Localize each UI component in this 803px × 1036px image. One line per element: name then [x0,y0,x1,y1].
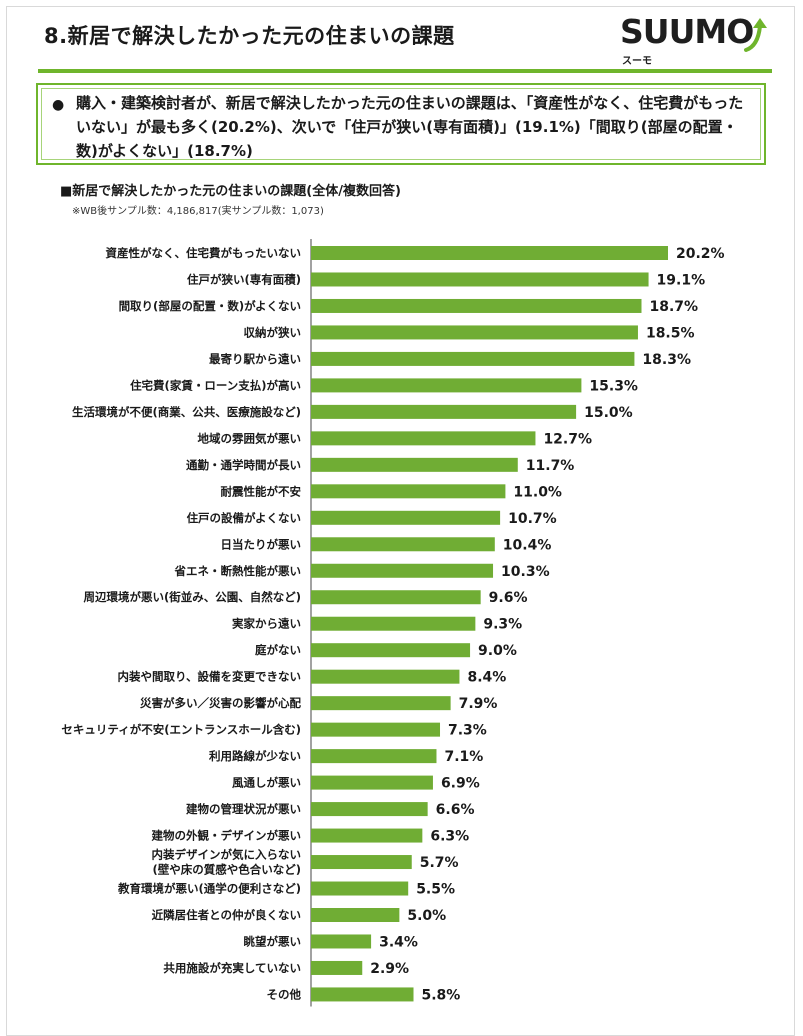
bar [311,484,506,499]
category-label: 利用路線が少ない [208,749,301,763]
chart-title: ■新居で解決したかった元の住まいの課題(全体/複数回答) [60,184,401,199]
bar-value-label: 11.7% [526,458,575,474]
bar [311,590,481,605]
bar [311,563,494,578]
bar-value-label: 12.7% [543,431,592,447]
bar-value-label: 18.3% [642,352,691,368]
bar [311,643,471,658]
bar-value-label: 7.3% [448,723,487,739]
bar-value-label: 10.7% [508,511,557,527]
category-label: (壁や床の質感や色合いなど) [152,863,301,877]
bar [311,537,495,552]
bar [311,272,649,287]
bar-value-label: 19.1% [657,272,706,288]
category-label: 住戸の設備がよくない [187,511,301,525]
chart-sample-note: ※WB後サンプル数：4,186,817(実サンプル数：1,073) [72,206,324,217]
category-label: 共用施設が充実していない [163,961,301,975]
bar [311,722,441,737]
category-label: 耐震性能が不安 [221,484,302,498]
bar-value-label: 15.3% [589,378,638,394]
bar-value-label: 18.7% [649,299,698,315]
summary-text: 購入・建築検討者が、新居で解決したかった元の住まいの課題は、「資産性がなく、住宅… [76,94,744,160]
summary-bullet: ● [52,97,65,113]
bar-value-label: 9.3% [483,617,522,633]
logo-arrow-icon [744,18,767,52]
title-underline [38,69,772,73]
bar-value-label: 5.8% [422,987,461,1003]
category-label: セキュリティが不安(エントランスホール含む) [61,723,301,737]
category-label: 庭がない [255,643,301,657]
category-label: 日当たりが悪い [221,537,302,551]
category-label: その他 [267,987,302,1001]
bar [311,298,642,313]
category-label: 教育環境が悪い(通学の便利さなど) [117,882,301,896]
category-label: 通勤・通学時間が長い [186,458,301,472]
bar-value-label: 5.0% [407,908,446,924]
bar [311,431,536,446]
bar-value-label: 11.0% [513,484,562,500]
suumo-logo: SUUMO スーモ [614,10,774,70]
category-label: 生活環境が不便(商業、公共、医療施設など) [72,405,301,419]
category-label: 内装デザインが気に入らない [152,848,302,862]
bar [311,987,414,1002]
bar-value-label: 9.6% [489,590,528,606]
category-label: 省エネ・断熱性能が悪い [174,564,302,578]
category-label: 近隣居住者との仲が良くない [152,908,301,922]
bar-value-label: 15.0% [584,405,633,421]
category-label: 間取り(部屋の配置・数)がよくない [119,299,301,313]
category-label: 内装や間取り、設備を変更できない [117,670,301,684]
category-label: 最寄り駅から遠い [209,352,301,366]
bar [311,669,460,684]
bar [311,749,437,764]
category-label: 収納が狭い [244,325,302,339]
bar [311,404,577,419]
category-label: 住宅費(家賃・ローン支払)が高い [130,378,301,392]
bar-value-label: 8.4% [467,670,506,686]
bar-value-label: 2.9% [370,961,409,977]
bar [311,908,400,922]
bar-value-label: 10.3% [501,564,550,580]
category-label: 周辺環境が悪い(街並み、公園、自然など) [83,590,301,604]
category-label: 実家から遠い [232,617,301,631]
bar-value-label: 7.9% [459,696,498,712]
category-label: 住戸が狭い(専有面積) [187,272,301,286]
bar [311,510,501,525]
bar [311,775,433,790]
category-label: 眺望が悪い [244,934,302,948]
bar-value-label: 18.5% [646,325,695,341]
category-label: 災害が多い／災害の影響が心配 [139,696,301,710]
category-label: 資産性がなく、住宅費がもったいない [106,246,302,260]
logo-text: SUUMO [620,12,754,51]
logo-subtext: スーモ [622,56,652,67]
bar [311,457,518,472]
bar-value-label: 5.5% [416,882,455,898]
bar-value-label: 10.4% [503,537,552,553]
category-label: 地域の雰囲気が悪い [198,431,302,445]
bar [311,934,372,949]
category-label: 建物の管理状況が悪い [186,802,301,816]
bar-value-label: 6.6% [436,802,475,818]
bar [311,696,451,711]
category-label: 建物の外観・デザインが悪い [152,829,302,843]
bar [311,802,428,817]
bar-value-label: 20.2% [676,246,725,262]
bar [311,378,582,393]
bar [311,828,423,843]
bar [311,616,476,631]
bar [311,881,409,896]
page-title: 8.新居で解決したかった元の住まいの課題 [44,24,455,48]
bar [311,246,668,260]
bar [311,325,638,340]
bar-value-label: 6.9% [441,776,480,792]
bar [311,855,412,870]
bar [311,351,635,366]
bar [311,960,363,975]
bar-value-label: 5.7% [420,855,459,871]
bar-value-label: 6.3% [430,829,469,845]
bar-value-label: 9.0% [478,643,517,659]
category-label: 風通しが悪い [232,776,301,790]
bar-value-label: 7.1% [444,749,483,765]
bar-value-label: 3.4% [379,934,418,950]
